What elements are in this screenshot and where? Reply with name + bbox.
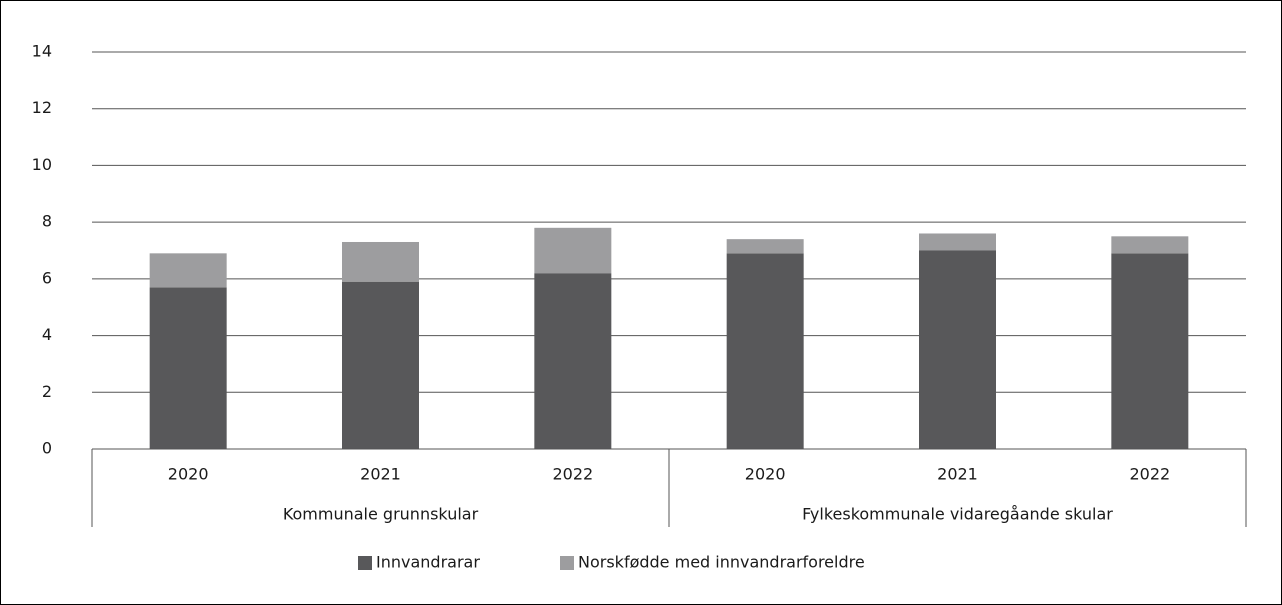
- group-label: Fylkeskommunale vidaregåande skular: [802, 505, 1113, 524]
- y-tick-label: 2: [42, 382, 52, 401]
- x-tick-label: 2022: [1129, 465, 1170, 484]
- y-tick-label: 8: [42, 212, 52, 231]
- bar-segment: [534, 227, 612, 274]
- bar-segment: [342, 241, 419, 282]
- bar-segment: [534, 273, 612, 449]
- bar-segment: [149, 287, 227, 449]
- bar-segment: [726, 253, 804, 449]
- bar-segment: [919, 233, 996, 251]
- x-tick-label: 2022: [552, 465, 593, 484]
- legend-swatch: [560, 556, 574, 570]
- legend-label: Innvandrarar: [376, 553, 480, 572]
- legend-swatch: [358, 556, 372, 570]
- x-tick-label: 2021: [937, 465, 978, 484]
- bar-segment: [1111, 236, 1189, 254]
- bar-segment: [149, 253, 227, 288]
- y-tick-label: 6: [42, 268, 52, 287]
- bar-segment: [726, 239, 804, 254]
- y-tick-label: 14: [32, 42, 52, 61]
- y-tick-label: 10: [32, 155, 52, 174]
- y-tick-label: 12: [32, 98, 52, 117]
- legend-label: Norskfødde med innvandrarforeldre: [578, 553, 865, 572]
- y-tick-label: 4: [42, 325, 52, 344]
- x-tick-label: 2021: [360, 465, 401, 484]
- x-tick-label: 2020: [168, 465, 209, 484]
- x-tick-label: 2020: [745, 465, 786, 484]
- y-tick-label: 0: [42, 439, 52, 458]
- bar-segment: [919, 250, 996, 449]
- bar-segment: [342, 281, 419, 449]
- group-label: Kommunale grunnskular: [283, 505, 479, 524]
- bar-segment: [1111, 253, 1189, 449]
